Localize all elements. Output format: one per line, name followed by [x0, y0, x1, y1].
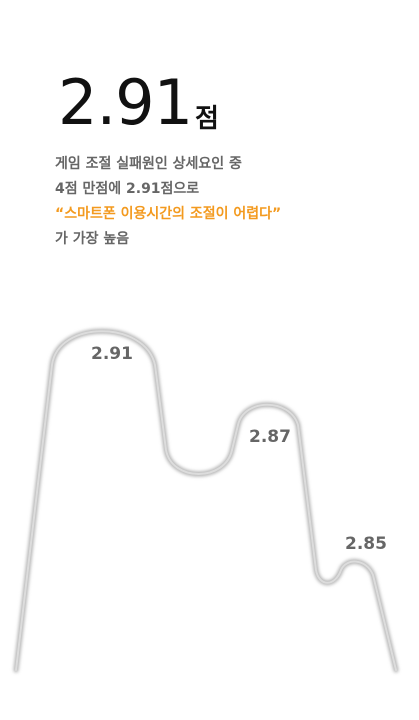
- description-line-1: 게임 조절 실패원인 상세요인 중: [55, 156, 242, 172]
- data-label-2: 2.87: [249, 427, 291, 447]
- mountain-line: [13, 328, 399, 673]
- data-label-1: 2.91: [91, 344, 133, 364]
- data-label-3: 2.85: [345, 534, 387, 554]
- mountain-line-shadow: [13, 328, 399, 673]
- description-line-2: 4점 만점에 2.91점으로: [55, 181, 200, 197]
- score-value: 2.91: [58, 66, 193, 139]
- description-text: 게임 조절 실패원인 상세요인 중 4점 만점에 2.91점으로 “스마트폰 이…: [55, 152, 395, 252]
- description-line-4: 가 가장 높음: [55, 231, 130, 247]
- description-highlight: “스마트폰 이용시간의 조절이 어렵다”: [55, 206, 282, 222]
- score-unit: 점: [195, 104, 219, 134]
- headline-score: 2.91 점: [58, 72, 219, 134]
- mountain-chart: 2.91 2.87 2.85: [13, 328, 399, 673]
- mountain-line-stroke: [15, 330, 397, 671]
